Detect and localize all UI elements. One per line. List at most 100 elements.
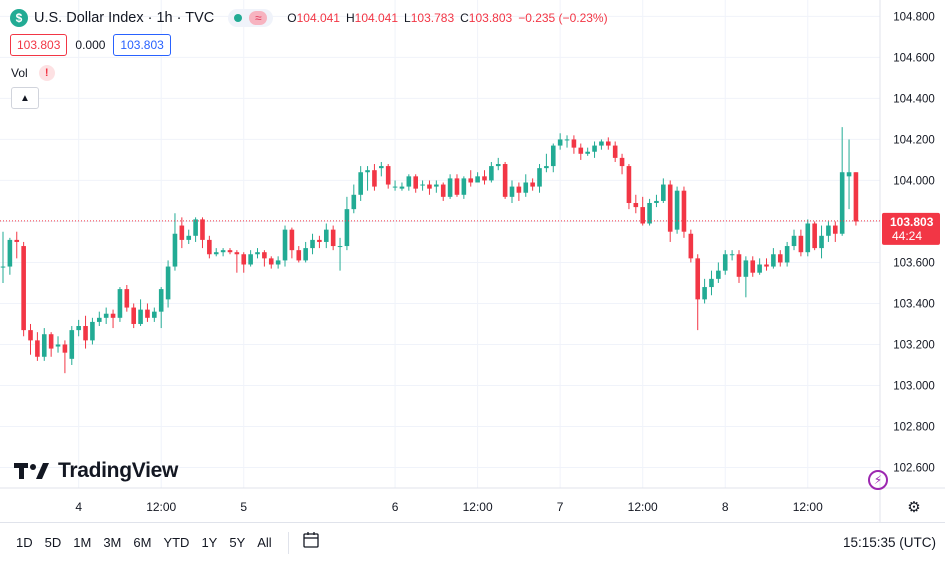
ohlc-values: O104.041 H104.041 L103.783 C103.803 −0.2…	[287, 11, 607, 25]
candle-body	[757, 264, 762, 273]
candle	[69, 326, 75, 365]
candle	[798, 229, 804, 257]
candle	[358, 166, 363, 201]
warning-icon[interactable]: !	[38, 65, 55, 81]
range-button-3m[interactable]: 3M	[103, 535, 122, 550]
range-button-6m[interactable]: 6M	[133, 535, 152, 550]
candle	[516, 182, 522, 201]
candle-body	[344, 209, 350, 247]
candle	[90, 317, 95, 345]
symbol-title[interactable]: U.S. Dollar Index · 1h · TVC	[34, 10, 215, 26]
candle-body	[688, 233, 694, 259]
utc-clock[interactable]: 15:15:35 (UTC)	[842, 535, 936, 550]
candle-body	[351, 194, 357, 210]
candle-body	[592, 145, 597, 152]
x-tick-label: 12:00	[793, 500, 823, 514]
candle-body	[365, 170, 370, 173]
candle	[35, 332, 40, 361]
range-button-all[interactable]: All	[257, 535, 272, 550]
candle	[647, 198, 652, 226]
candle	[736, 250, 742, 283]
candle	[564, 135, 570, 148]
candle	[839, 127, 845, 236]
ask-button[interactable]: 103.803	[113, 34, 171, 56]
candle	[523, 174, 529, 197]
calendar-icon[interactable]	[301, 530, 321, 555]
candle-body	[165, 266, 171, 300]
candle	[592, 141, 597, 158]
candle-body	[599, 141, 604, 146]
candle-body	[812, 223, 817, 249]
bid-button[interactable]: 103.803	[10, 34, 68, 56]
tradingview-logo[interactable]: TradingView	[14, 459, 178, 483]
candle	[337, 237, 343, 271]
candle-body	[523, 182, 529, 193]
range-button-5d[interactable]: 5D	[44, 535, 62, 550]
candle	[41, 328, 47, 361]
y-tick-label: 103.000	[893, 380, 935, 392]
candle-body	[440, 184, 446, 197]
gear-icon[interactable]: ⚙	[907, 499, 921, 516]
candle	[14, 231, 20, 259]
candle-body	[606, 141, 611, 146]
high-label: H	[345, 11, 355, 25]
range-button-1m[interactable]: 1M	[73, 535, 92, 550]
candle	[138, 299, 143, 327]
candle	[103, 307, 109, 324]
candle	[83, 315, 88, 349]
candle	[454, 174, 460, 197]
candle-body	[282, 229, 288, 261]
candle	[289, 227, 295, 259]
bolt-icon[interactable]: ⚡	[868, 470, 888, 490]
y-tick-label: 102.800	[893, 421, 935, 433]
bar-countdown: 44:24	[892, 229, 922, 243]
candle-body	[172, 233, 178, 267]
candle	[716, 262, 721, 283]
y-tick-label: 104.000	[893, 175, 935, 187]
candle	[557, 133, 563, 150]
last-price-value: 103.803	[890, 215, 934, 229]
candle	[832, 221, 838, 242]
candle	[585, 147, 590, 156]
candle-body	[640, 207, 645, 224]
candle	[495, 157, 501, 171]
candle	[805, 219, 811, 257]
range-button-5y[interactable]: 5Y	[229, 535, 246, 550]
range-button-ytd[interactable]: YTD	[163, 535, 190, 550]
candle	[0, 231, 6, 283]
volume-label[interactable]: Vol	[11, 66, 28, 80]
candle-body	[695, 258, 701, 300]
candle	[757, 258, 762, 275]
wave-icon[interactable]: ≈	[249, 11, 268, 25]
candle-body	[262, 252, 267, 259]
price-axis[interactable]: 104.800 104.600 104.400 104.200 104.000 103.8…	[893, 11, 935, 474]
candle	[509, 180, 515, 203]
candle	[812, 221, 817, 251]
dollar-logo-icon: $	[10, 9, 28, 27]
time-axis[interactable]: 4 12:00 5 6 12:00 7 12:00 8 12:00	[75, 500, 823, 514]
candle-body	[7, 239, 13, 267]
y-tick-label: 104.400	[893, 93, 935, 105]
candle	[213, 248, 219, 257]
candle	[688, 229, 694, 263]
candle	[117, 287, 123, 322]
candle	[268, 256, 274, 269]
range-button-1d[interactable]: 1D	[16, 535, 33, 550]
chart-area[interactable]: 104.800 104.600 104.400 104.200 104.000 103.8…	[0, 0, 945, 522]
candle-body	[633, 202, 639, 208]
candle	[399, 182, 405, 191]
candle-body	[647, 202, 652, 224]
candle-body	[681, 190, 687, 232]
candle	[420, 180, 425, 191]
candle-body	[55, 344, 61, 347]
candle	[626, 164, 632, 210]
collapse-legend-button[interactable]: ▲	[11, 87, 39, 109]
candle-body	[674, 190, 680, 230]
range-button-1y[interactable]: 1Y	[201, 535, 218, 550]
candle	[791, 229, 797, 251]
toolbar-divider	[287, 531, 289, 554]
candle-body	[379, 166, 384, 169]
candle	[427, 180, 432, 195]
candlestick-series	[0, 127, 859, 374]
market-status-pills[interactable]: ≈	[228, 9, 274, 27]
